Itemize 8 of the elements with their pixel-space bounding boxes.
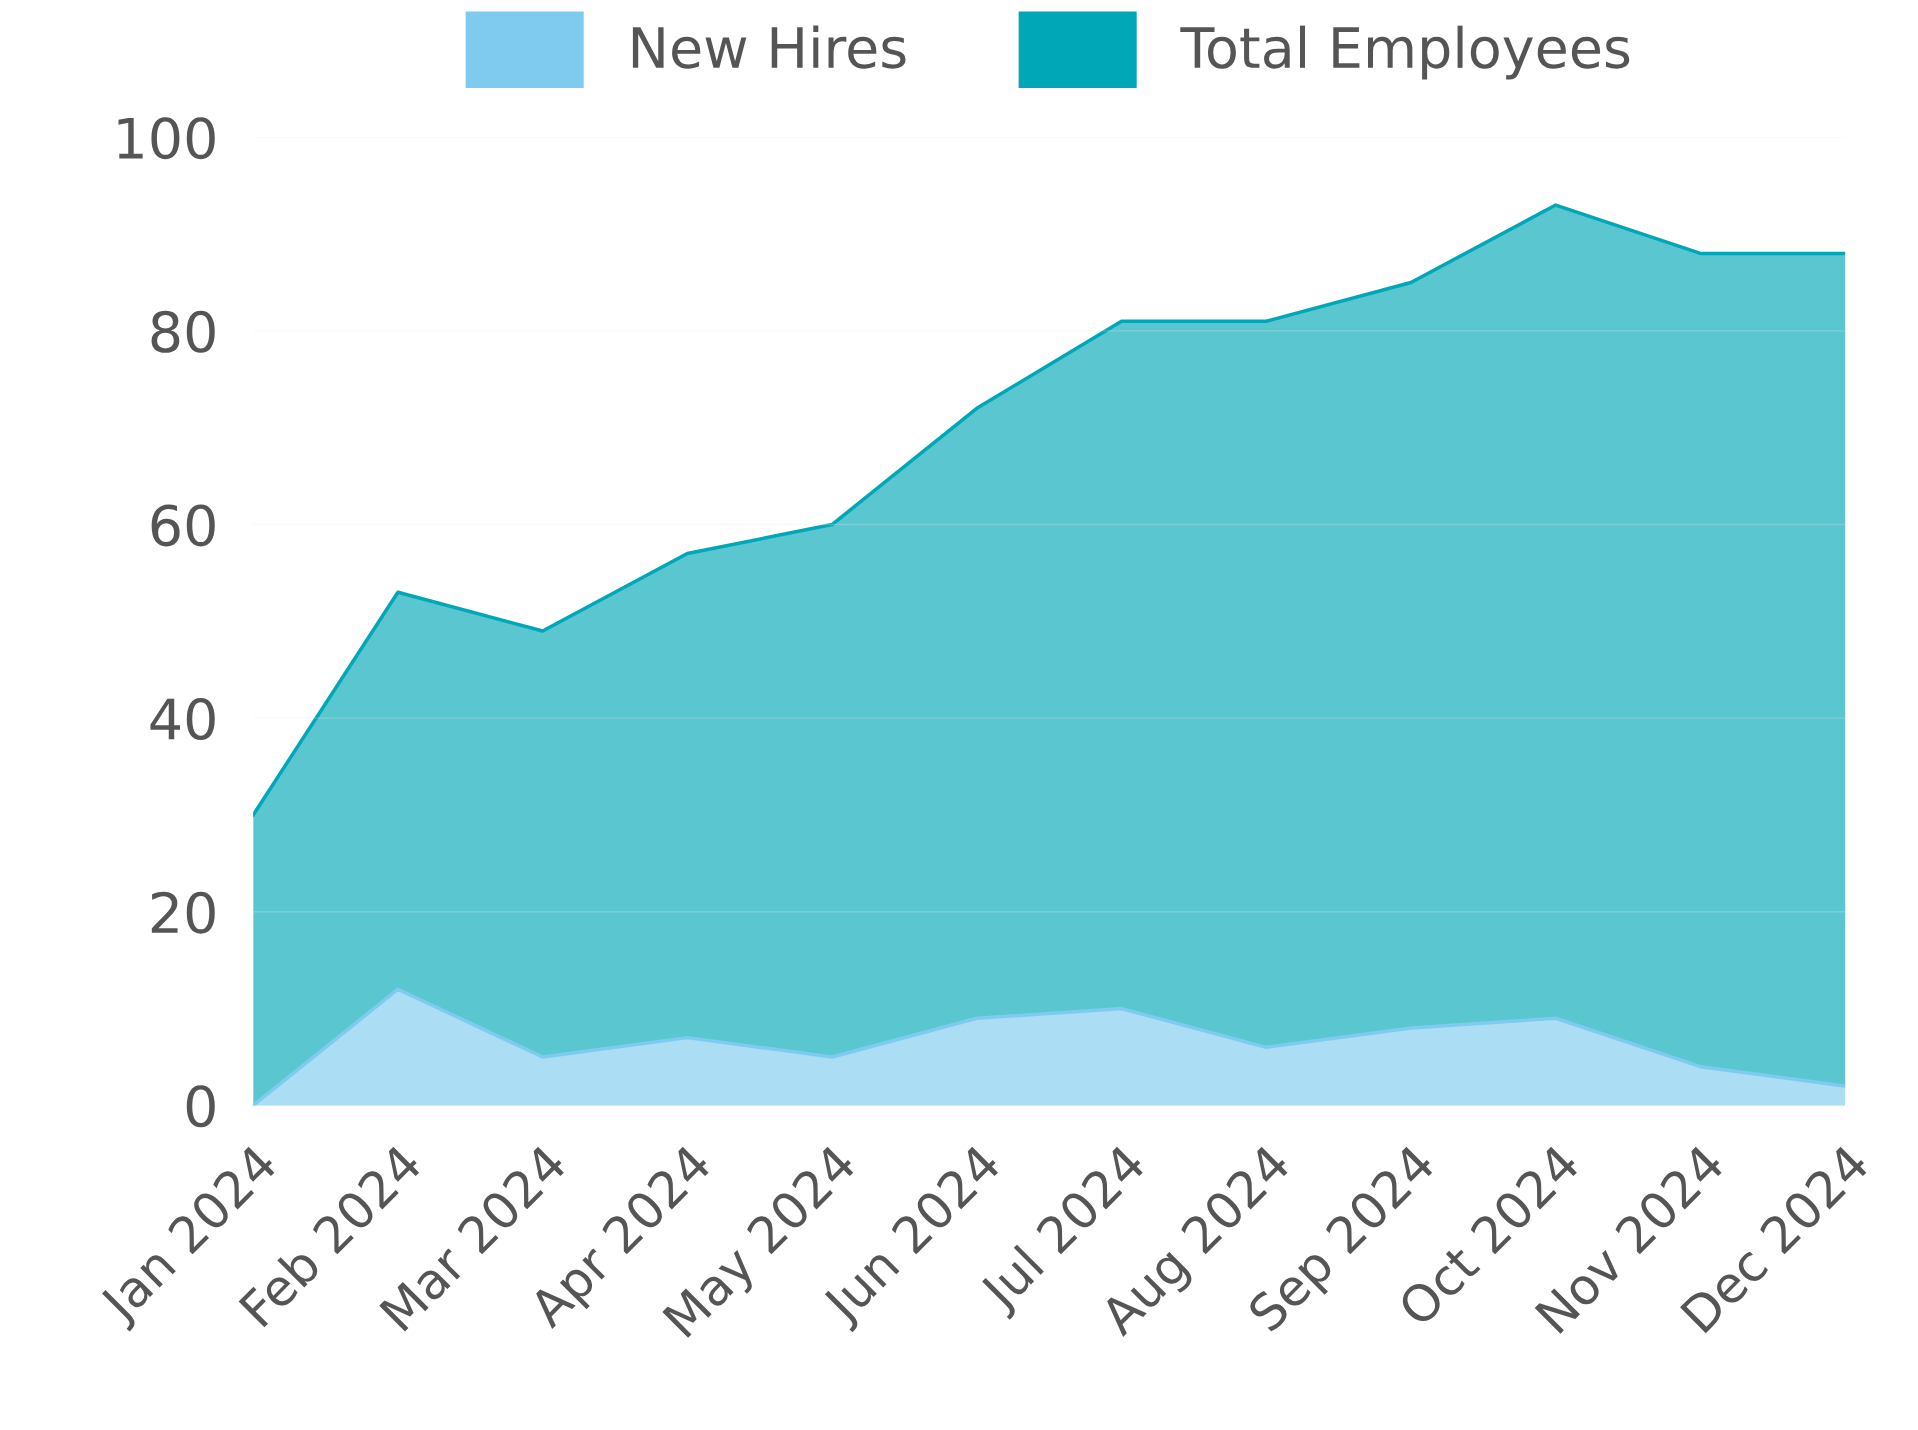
y-tick-label: 40 — [150, 698, 215, 741]
y-tick-label: 60 — [151, 504, 215, 547]
y-tick-label: 20 — [151, 891, 215, 934]
legend-label: Total Employees — [1180, 25, 1630, 80]
y-tick-label: 0 — [186, 1085, 215, 1128]
y-tick-label: 80 — [151, 310, 215, 353]
y-tick-label: 100 — [118, 117, 215, 160]
legend-label: New Hires — [632, 25, 906, 69]
